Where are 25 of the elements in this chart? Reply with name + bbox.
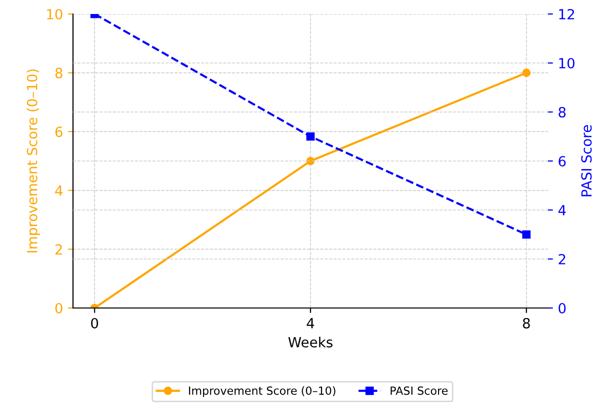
y2-tick-label: 4 [558, 205, 566, 216]
legend-label: PASI Score [390, 386, 448, 395]
point [522, 230, 531, 239]
y-tick-label: 10 [47, 8, 62, 20]
y-tick-label: 8 [55, 68, 62, 78]
point [306, 156, 315, 166]
legend-label: Improvement Score (0–10) [189, 386, 336, 397]
x-axis-title: Weeks [288, 336, 332, 348]
y2-tick-label: 6 [558, 156, 566, 166]
point [522, 68, 531, 77]
y-tick-label: 6 [55, 126, 62, 138]
y2-tick-label: 0 [558, 302, 566, 314]
x-tick-label: 8 [522, 318, 530, 328]
y-tick-label: 0 [55, 302, 62, 314]
y-tick-label: 4 [55, 186, 62, 196]
y-axis-title: Improvement Score (0–10) [26, 69, 40, 252]
y2-tick-label: 12 [559, 8, 574, 20]
y2-tick-label: 10 [559, 58, 574, 68]
point [306, 132, 315, 141]
x-tick-label: 0 [91, 318, 98, 328]
y-tick-label: 2 [55, 244, 62, 254]
y2-tick-label: 2 [558, 254, 566, 264]
y2-axis-title: PASI Score [581, 125, 592, 196]
y2-tick-label: 8 [558, 106, 566, 118]
x-tick-label: 4 [306, 318, 314, 328]
